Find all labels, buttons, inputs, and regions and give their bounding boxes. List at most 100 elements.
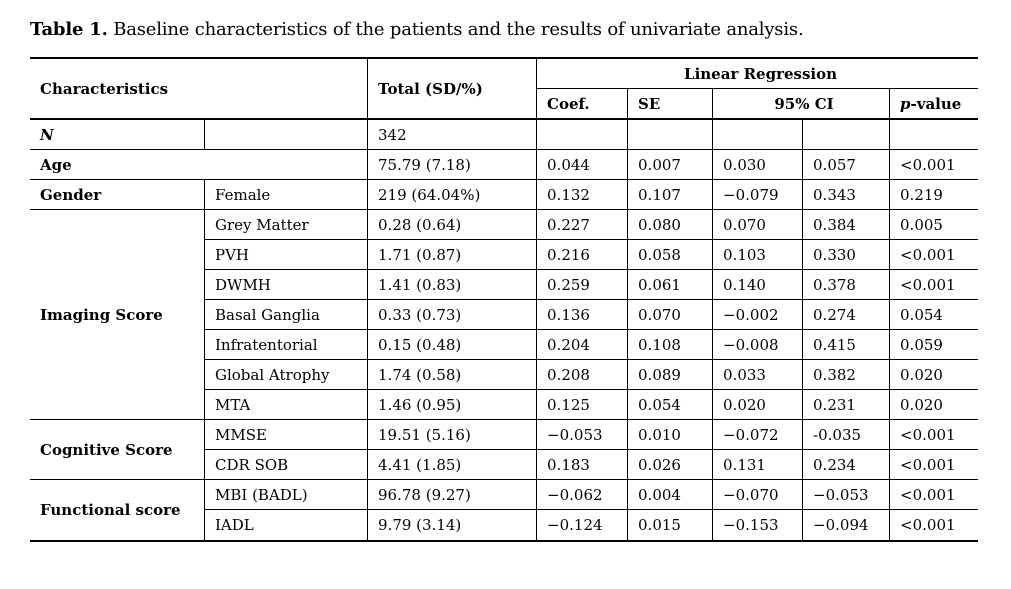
table-cell: 0.020 — [713, 390, 804, 420]
table-cell: 0.010 — [628, 420, 714, 450]
table-cell: MBI (BADL) — [205, 480, 369, 510]
table-cell: 0.259 — [537, 270, 629, 300]
table-cell: −0.094 — [803, 510, 891, 540]
table-cell — [713, 120, 804, 150]
baseline-characteristics-table: Characteristics Total (SD/%) Linear Regr… — [30, 57, 979, 542]
table-body: N 342 Age 75.79 (7.18) 0.044 0.007 0.030 0.057 <… — [30, 120, 979, 540]
table-cell: 0.070 — [628, 300, 714, 330]
table-cell: <0.001 — [890, 150, 979, 180]
table-cell: 0.007 — [628, 150, 714, 180]
table-cell: −0.070 — [713, 480, 804, 510]
header-p-value-rest: -value — [910, 94, 962, 113]
table-cell: 0.020 — [890, 390, 979, 420]
table-cell: MTA — [205, 390, 369, 420]
table-row: Cognitive Score MMSE 19.51 (5.16) −0.053 0.0… — [30, 420, 979, 480]
table-cell: Cognitive Score — [30, 420, 205, 480]
table-cell: 0.136 — [537, 300, 629, 330]
table-row: Global Atrophy 1.74 (0.58) 0.208 0.089 0.033… — [30, 360, 979, 390]
table-cell: 1.71 (0.87) — [368, 240, 538, 270]
table-title-text: Baseline characteristics of the patients… — [107, 19, 804, 40]
table-cell: 0.33 (0.73) — [368, 300, 538, 330]
table-cell: 0.204 — [537, 330, 629, 360]
table-cell: −0.062 — [537, 480, 629, 510]
table-row: Functional score MBI (BADL) 96.78 (9.27) −0… — [30, 480, 979, 540]
header-se: SE — [628, 89, 714, 120]
table-cell: 0.231 — [803, 390, 891, 420]
table-row: Age 75.79 (7.18) 0.044 0.007 0.030 0.057 <0.00… — [30, 150, 979, 180]
table-row: Infratentorial 0.15 (0.48) 0.204 0.108 −0.00… — [30, 330, 979, 360]
table-cell: 0.107 — [628, 180, 714, 210]
table-cell: 0.005 — [890, 210, 979, 240]
table-cell: 0.330 — [803, 240, 891, 270]
table-cell: 0.070 — [713, 210, 804, 240]
table-cell: −0.124 — [537, 510, 629, 540]
table-cell: <0.001 — [890, 480, 979, 510]
table-cell — [628, 120, 714, 150]
table-cell: 0.216 — [537, 240, 629, 270]
table-cell: 0.234 — [803, 450, 891, 480]
header-characteristics: Characteristics — [30, 59, 369, 120]
table-cell: Grey Matter — [205, 210, 369, 240]
table-cell: −0.008 — [713, 330, 804, 360]
table-cell: 0.004 — [628, 480, 714, 510]
table-row: N 342 — [30, 120, 979, 150]
table-cell: -0.035 — [803, 420, 891, 450]
table-cell: Basal Ganglia — [205, 300, 369, 330]
table-cell: Age — [30, 150, 369, 180]
table-cell: 0.103 — [713, 240, 804, 270]
table-cell: 0.382 — [803, 360, 891, 390]
table-cell: 0.089 — [628, 360, 714, 390]
table-cell: <0.001 — [890, 270, 979, 300]
table-cell: −0.053 — [803, 480, 891, 510]
table-cell: −0.153 — [713, 510, 804, 540]
table-cell: IADL — [205, 510, 369, 540]
table-cell: <0.001 — [890, 420, 979, 450]
table-title: Table 1. Baseline characteristics of the… — [30, 18, 981, 42]
table-cell: 0.061 — [628, 270, 714, 300]
table-cell: 1.41 (0.83) — [368, 270, 538, 300]
table-cell: 0.384 — [803, 210, 891, 240]
table-cell: <0.001 — [900, 516, 956, 534]
table-header: Characteristics Total (SD/%) Linear Regr… — [30, 59, 979, 120]
table-cell — [890, 120, 979, 150]
table-cell: 0.044 — [537, 150, 629, 180]
table-cell: 0.28 (0.64) — [368, 210, 538, 240]
table-row: IADL 9.79 (3.14) −0.124 0.015 −0.153 −0.094 <0… — [30, 510, 978, 540]
table-cell: MMSE — [205, 420, 369, 450]
table-cell: 0.030 — [713, 150, 804, 180]
table-cell: 19.51 (5.16) — [368, 420, 538, 450]
table-cell: 0.108 — [628, 330, 714, 360]
table-cell: −0.002 — [713, 300, 804, 330]
table-title-label: Table 1. — [30, 19, 108, 40]
table-cell: 75.79 (7.18) — [368, 150, 538, 180]
table-cell: 1.46 (0.95) — [368, 390, 538, 420]
table-cell: 0.080 — [628, 210, 714, 240]
table-cell: 0.132 — [537, 180, 629, 210]
table-cell: 0.054 — [628, 390, 714, 420]
table-cell: <0.001 — [890, 450, 979, 480]
table-cell: 219 (64.04%) — [368, 180, 538, 210]
table-cell: 0.15 (0.48) — [368, 330, 538, 360]
table-row: CDR SOB 4.41 (1.85) 0.183 0.026 0.131 0.234 <0… — [30, 450, 979, 480]
table-cell: Imaging Score — [30, 210, 205, 420]
table-row: DWMH 1.41 (0.83) 0.259 0.061 0.140 0.378 <0.00… — [30, 270, 979, 300]
table-cell: 0.140 — [713, 270, 804, 300]
table-row: Basal Ganglia 0.33 (0.73) 0.136 0.070 −0.002… — [30, 300, 979, 330]
table-cell: 342 — [368, 120, 538, 150]
table-row: MTA 1.46 (0.95) 0.125 0.054 0.020 0.231 0.020 — [30, 390, 979, 420]
table-cell: −0.053 — [537, 420, 629, 450]
header-coef: Coef. — [537, 89, 629, 120]
table-cell: 0.125 — [537, 390, 629, 420]
table-cell: CDR SOB — [205, 450, 369, 480]
table-cell: Functional score — [30, 480, 205, 540]
table-cell: 1.74 (0.58) — [368, 360, 538, 390]
table-cell: 0.059 — [890, 330, 979, 360]
table-cell: 0.274 — [803, 300, 891, 330]
table-cell: 9.79 (3.14) — [368, 510, 538, 540]
table-row: PVH 1.71 (0.87) 0.216 0.058 0.103 0.330 <0.001 — [30, 240, 979, 270]
table-cell: 0.033 — [713, 360, 804, 390]
table-cell: DWMH — [205, 270, 369, 300]
table-cell: Global Atrophy — [205, 360, 369, 390]
table-cell: Infratentorial — [205, 330, 369, 360]
table-row: Imaging Score Grey Matter 0.28 (0.64) 0.227… — [30, 210, 979, 420]
